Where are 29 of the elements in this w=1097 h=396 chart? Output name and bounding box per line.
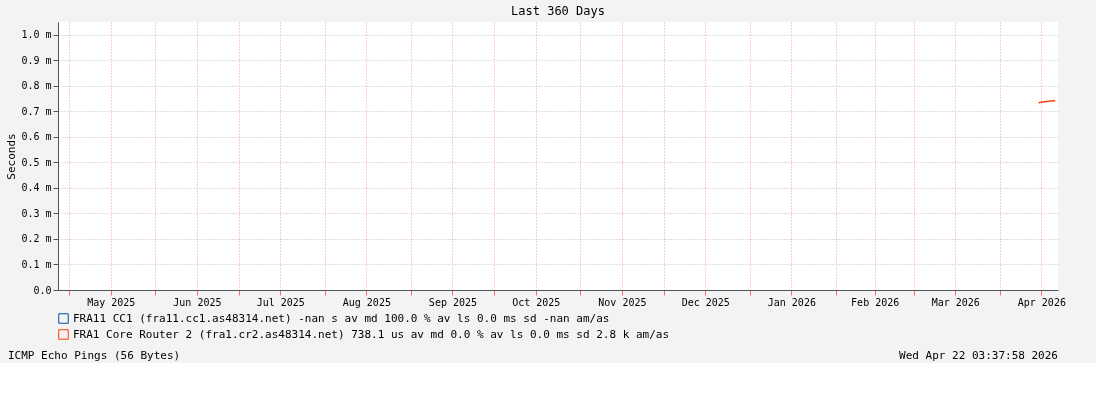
x-tick-label: Jun 2025 — [173, 296, 222, 308]
legend-label: FRA11 CC1 (fra11.cc1.as48314.net) -nan s av md 100.0 % av ls 0.0 ms sd -nan am/as — [73, 311, 610, 325]
y-tick-label: 0.1 m — [21, 258, 52, 270]
y-tick-label: 0.6 m — [21, 131, 52, 143]
x-tick-label: Nov 2025 — [598, 296, 647, 308]
text: ICMP Echo Pings (56 Bytes) — [8, 349, 181, 362]
text: Wed Apr 22 03:37:58 2026 — [899, 349, 1058, 362]
y-tick-label: 0.4 m — [21, 182, 52, 194]
x-tick-label: Dec 2025 — [681, 296, 730, 308]
x-tick-label: May 2025 — [87, 296, 136, 308]
x-tick-label: Feb 2026 — [851, 296, 900, 308]
y-tick-label: 0.0 — [33, 284, 52, 296]
x-tick-label: Sep 2025 — [428, 296, 478, 308]
x-tick-label: Jan 2026 — [767, 296, 816, 308]
y-tick-label: 0.5 m — [21, 156, 52, 168]
y-tick-label: 0.9 m — [21, 54, 52, 66]
y-tick-label: 0.3 m — [21, 207, 52, 219]
x-tick-label: Jul 2025 — [256, 296, 305, 308]
y-tick-label: 0.7 m — [21, 105, 52, 117]
x-tick-label: Oct 2025 — [512, 296, 561, 308]
chart-title: Last 360 Days — [511, 4, 605, 18]
y-axis-title: Seconds — [5, 133, 19, 180]
legend-label: FRA1 Core Router 2 (fra1.cr2.as48314.net) 738.1 us av md 0.0 % av ls 0.0 ms sd 2.8 k am/as — [73, 327, 670, 341]
x-tick-label: Aug 2025 — [342, 296, 391, 308]
y-tick-label: 1.0 m — [21, 29, 52, 41]
x-tick-label: Mar 2026 — [931, 296, 980, 308]
y-tick-label: 0.2 m — [21, 233, 52, 245]
x-tick-label: Apr 2026 — [1017, 296, 1066, 308]
y-tick-label: 0.8 m — [21, 80, 52, 92]
